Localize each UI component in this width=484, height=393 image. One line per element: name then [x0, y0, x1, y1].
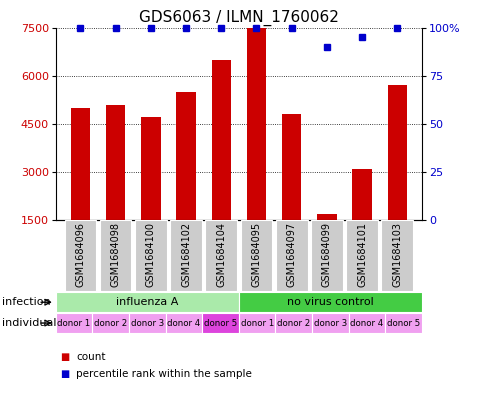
Text: donor 4: donor 4	[349, 319, 383, 327]
Bar	[275, 313, 312, 333]
Text: GSM1684099: GSM1684099	[321, 222, 331, 287]
Bar	[106, 105, 125, 268]
Text: donor 1: donor 1	[240, 319, 273, 327]
Bar	[71, 108, 90, 268]
Bar	[275, 220, 307, 291]
Bar	[129, 313, 166, 333]
Text: GSM1684102: GSM1684102	[181, 222, 191, 287]
Text: GSM1684097: GSM1684097	[286, 222, 296, 287]
Text: donor 3: donor 3	[313, 319, 347, 327]
Text: donor 2: donor 2	[94, 319, 127, 327]
Text: GSM1684100: GSM1684100	[146, 222, 155, 287]
Bar	[141, 118, 160, 268]
Bar	[381, 220, 412, 291]
Bar	[312, 313, 348, 333]
Text: no virus control: no virus control	[287, 297, 373, 307]
Bar	[202, 313, 239, 333]
Bar	[352, 169, 371, 268]
Bar	[92, 313, 129, 333]
Text: donor 4: donor 4	[167, 319, 200, 327]
Bar	[56, 292, 239, 312]
Text: GSM1684096: GSM1684096	[76, 222, 85, 287]
Text: donor 5: donor 5	[203, 319, 237, 327]
Text: percentile rank within the sample: percentile rank within the sample	[76, 369, 252, 379]
Text: donor 3: donor 3	[130, 319, 164, 327]
Text: influenza A: influenza A	[116, 297, 178, 307]
Bar	[135, 220, 166, 291]
Text: GSM1684104: GSM1684104	[216, 222, 226, 287]
Text: count: count	[76, 352, 106, 362]
Text: individual: individual	[2, 318, 57, 328]
Text: GSM1684101: GSM1684101	[356, 222, 366, 287]
Bar	[170, 220, 201, 291]
Bar	[281, 114, 301, 268]
Bar	[384, 313, 421, 333]
Bar	[348, 313, 384, 333]
Bar	[211, 60, 230, 268]
Bar	[166, 313, 202, 333]
Bar	[246, 28, 266, 268]
Bar	[239, 313, 275, 333]
Bar	[100, 220, 131, 291]
Bar	[317, 214, 336, 268]
Bar	[205, 220, 237, 291]
Text: ■: ■	[60, 369, 70, 379]
Bar	[56, 313, 92, 333]
Text: donor 5: donor 5	[386, 319, 420, 327]
Bar	[64, 220, 96, 291]
Bar	[240, 220, 272, 291]
Text: GSM1684103: GSM1684103	[392, 222, 401, 287]
Text: ■: ■	[60, 352, 70, 362]
Text: infection: infection	[2, 297, 51, 307]
Bar	[310, 220, 342, 291]
Text: GSM1684098: GSM1684098	[110, 222, 121, 287]
Bar	[387, 85, 406, 268]
Text: GSM1684095: GSM1684095	[251, 222, 261, 287]
Bar	[176, 92, 196, 268]
Bar	[346, 220, 377, 291]
Text: donor 1: donor 1	[57, 319, 91, 327]
Title: GDS6063 / ILMN_1760062: GDS6063 / ILMN_1760062	[138, 10, 338, 26]
Bar	[239, 292, 421, 312]
Text: donor 2: donor 2	[276, 319, 310, 327]
